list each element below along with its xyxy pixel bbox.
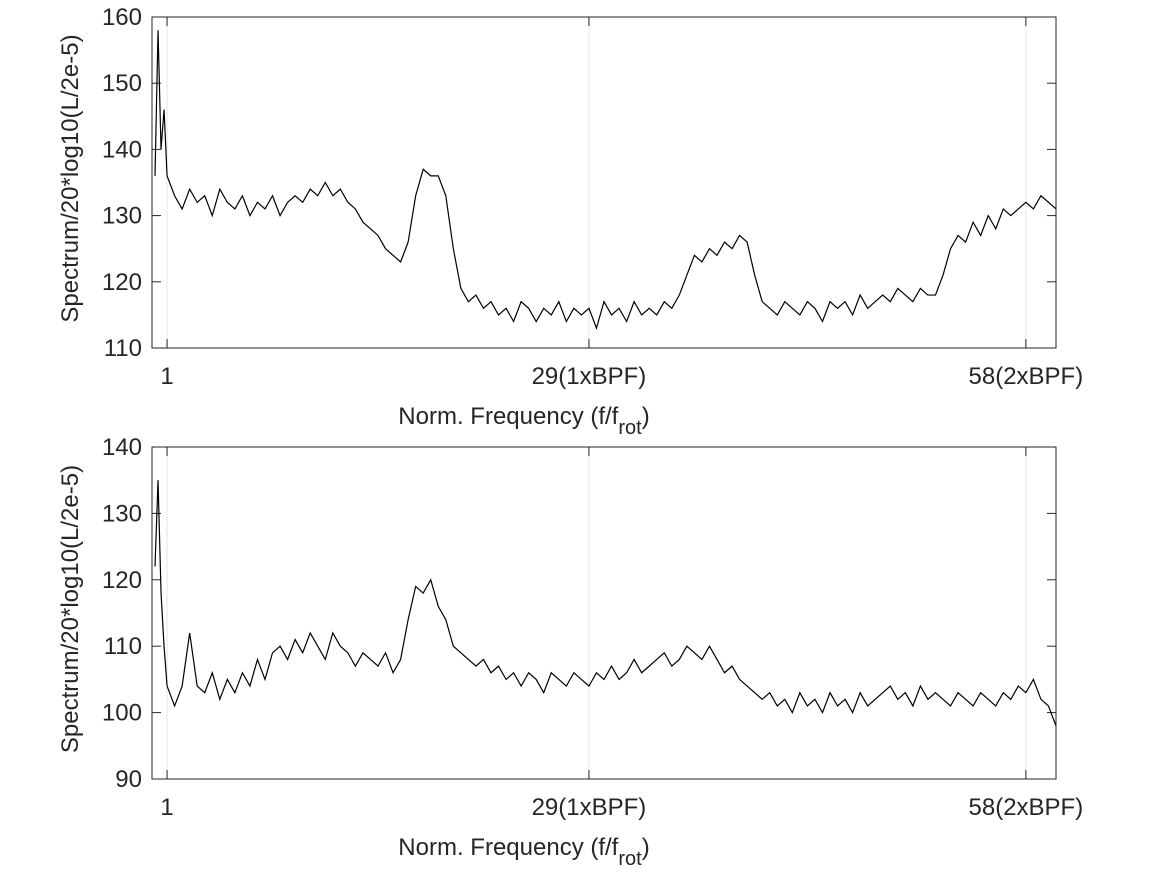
- spectrum-line: [154, 30, 1056, 331]
- y-tick-label: 160: [102, 4, 142, 31]
- y-tick-label: 150: [102, 70, 142, 97]
- y-tick-label: 140: [102, 434, 142, 461]
- plot-area: [152, 17, 1056, 348]
- x-axis-label-part: Norm. Frequency (f/f: [398, 834, 618, 861]
- y-tick-label: 110: [104, 633, 142, 660]
- x-tick-label: 58(2xBPF): [969, 363, 1084, 390]
- plot-area: [152, 447, 1056, 779]
- x-tick-label: 58(2xBPF): [969, 794, 1084, 821]
- x-axis-label-subscript: rot: [618, 417, 642, 439]
- x-axis-label-part: ): [642, 834, 650, 861]
- y-tick-label: 140: [102, 136, 142, 163]
- x-tick-label: 1: [160, 363, 173, 390]
- y-axis-label: Spectrum/20*log10(L/2e-5): [57, 465, 84, 753]
- axes-box: [151, 446, 1057, 780]
- x-tick-label: 1: [160, 794, 173, 821]
- x-tick-label: 29(1xBPF): [532, 794, 647, 821]
- spectrum-line: [154, 480, 1056, 727]
- y-tick-label: 90: [115, 766, 142, 793]
- axes: 1 29(1xBPF) 58(2xBPF) 90 100 110 120 130 140 Norm…: [57, 434, 1083, 870]
- x-axis-label-part: ): [642, 403, 650, 430]
- axes: 1 29(1xBPF) 58(2xBPF) 110 120 130 140 150 160 Nor…: [57, 4, 1083, 439]
- axes-box: [151, 16, 1057, 349]
- x-axis-label: Norm. Frequency (f/frot): [398, 834, 649, 870]
- x-axis-label: Norm. Frequency (f/frot): [398, 403, 649, 439]
- y-axis-label: Spectrum/20*log10(L/2e-5): [57, 34, 84, 322]
- y-tick-label: 130: [102, 500, 142, 527]
- y-tick-label: 120: [102, 567, 142, 594]
- y-tick-label: 110: [104, 335, 142, 362]
- y-tick-label: 130: [102, 203, 142, 230]
- y-tick-label: 120: [102, 269, 142, 296]
- x-axis-label-part: Norm. Frequency (f/f: [398, 403, 618, 430]
- y-tick-label: 100: [102, 700, 142, 727]
- x-tick-label: 29(1xBPF): [532, 363, 647, 390]
- x-axis-label-subscript: rot: [618, 848, 642, 870]
